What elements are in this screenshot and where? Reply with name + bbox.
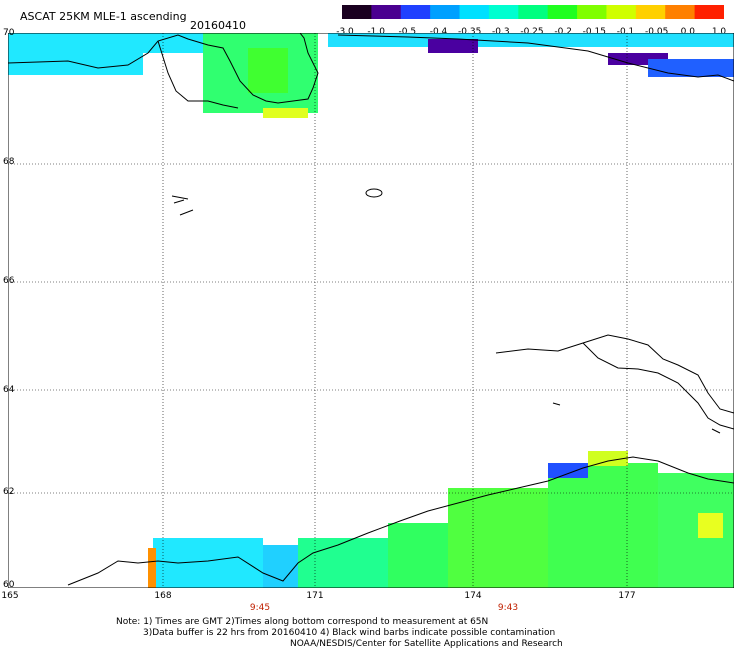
lat-label-70: 70 (3, 28, 15, 38)
colorbar-swatch (635, 5, 666, 19)
colorbar-label: -0.3 (492, 27, 510, 37)
colorbar-swatch (577, 5, 607, 19)
colorbar-swatch (430, 5, 461, 19)
map-date: 20160410 (190, 19, 246, 32)
colorbar-label: -0.15 (582, 27, 606, 37)
map-title: ASCAT 25KM MLE-1 ascending (20, 10, 187, 23)
swath-data (8, 33, 734, 588)
lon-label-168: 168 (154, 591, 172, 601)
lon-label-174: 174 (464, 591, 482, 601)
colorbar-label: -1.0 (367, 27, 385, 37)
swath-cell (248, 48, 288, 93)
swath-cell (263, 108, 308, 118)
colorbar-label: -0.25 (520, 27, 544, 37)
swath-cell (588, 451, 628, 466)
swath-cell (143, 33, 203, 53)
colorbar-label: -0.35 (458, 27, 482, 37)
colorbar-label: -0.05 (645, 27, 669, 37)
note-line-1: Note: 1) Times are GMT 2)Times along bot… (116, 617, 489, 627)
colorbar-label: 1.0 (711, 27, 727, 37)
swath-cell (148, 548, 156, 588)
colorbar-swatch (694, 5, 724, 19)
swath-cell (698, 513, 723, 538)
coastlines (8, 33, 734, 586)
swath-cell (428, 39, 478, 53)
colorbar-swatch (342, 5, 372, 19)
colorbar-swatch (518, 5, 549, 19)
swath-cell (328, 33, 734, 47)
swath-cell (548, 463, 658, 588)
swath-cell (548, 463, 588, 478)
lat-label-62: 62 (3, 487, 15, 497)
colorbar (342, 5, 724, 19)
lat-label-66: 66 (3, 276, 15, 286)
lat-label-64: 64 (3, 385, 15, 395)
lat-label-60: 60 (3, 580, 15, 590)
time-label-right: 9:43 (497, 603, 519, 613)
colorbar-label: -0.1 (616, 27, 635, 37)
lon-label-165: 165 (1, 591, 19, 601)
map-canvas (8, 33, 734, 588)
note-line-2: 3)Data buffer is 22 hrs from 20160410 4)… (143, 628, 556, 638)
note-line-3: NOAA/NESDIS/Center for Satellite Applica… (290, 639, 563, 649)
lon-label-177: 177 (618, 591, 636, 601)
colorbar-swatch (606, 5, 637, 19)
swath-cell (153, 538, 263, 588)
lat-label-68: 68 (3, 157, 15, 167)
colorbar-swatch (459, 5, 490, 19)
lon-label-171: 171 (306, 591, 324, 601)
colorbar-label: -3.0 (336, 27, 354, 37)
colorbar-swatch (547, 5, 578, 19)
colorbar-label: -0.2 (554, 27, 572, 37)
colorbar-swatch (488, 5, 519, 19)
colorbar-label: -0.4 (429, 27, 448, 37)
colorbar-swatch (665, 5, 696, 19)
colorbar-label: -0.5 (398, 27, 417, 37)
swath-cell (648, 59, 734, 77)
swath-cell (298, 538, 388, 588)
time-label-left: 9:45 (249, 603, 271, 613)
colorbar-swatch (371, 5, 402, 19)
colorbar-swatch (400, 5, 431, 19)
swath-cell (8, 33, 143, 75)
colorbar-label: 0.0 (680, 27, 695, 37)
grid-lines (8, 33, 734, 588)
